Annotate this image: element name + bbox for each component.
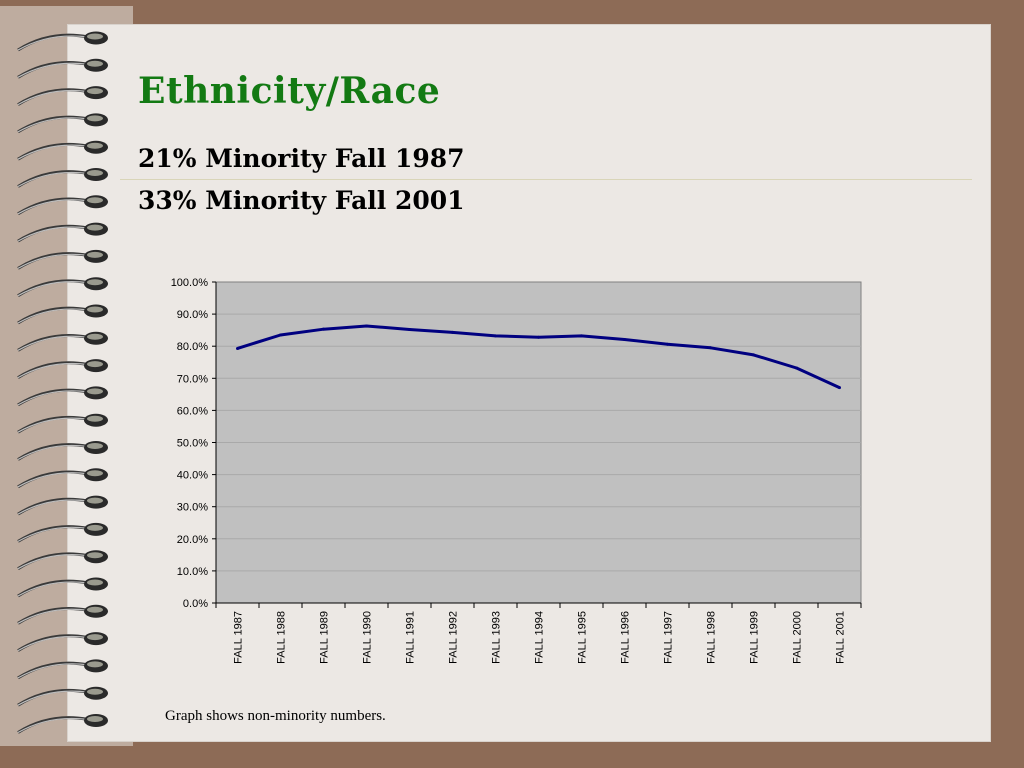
data-point: [279, 333, 282, 337]
spiral-ring: [17, 522, 108, 543]
x-tick-label: FALL 2001: [835, 611, 847, 664]
x-tick-label: FALL 1990: [362, 611, 374, 664]
spiral-ring: [17, 604, 108, 625]
spiral-ring: [17, 359, 108, 379]
x-tick-label: FALL 1996: [620, 611, 632, 664]
subtitle-line-2: 33% Minority Fall 2001: [138, 186, 465, 215]
spiral-ring: [17, 277, 108, 297]
spiral-ring: [17, 632, 108, 652]
slide-title: Ethnicity/Race: [138, 70, 441, 112]
line-chart: 0.0% 10.0% 20.0% 30.0% 40.0% 50.0% 60.0% 70.0% 8…: [171, 277, 862, 664]
spiral-ring: [17, 495, 108, 516]
spiral-ring: [17, 550, 108, 570]
y-tick-label: 30.0%: [177, 502, 208, 514]
x-tick-label: FALL 1992: [448, 611, 460, 664]
y-tick-label: 100.0%: [171, 277, 209, 289]
x-tick-label: FALL 1998: [706, 611, 718, 664]
y-tick-label: 50.0%: [177, 438, 208, 450]
data-point: [666, 342, 669, 346]
header-rule: [120, 179, 972, 180]
spiral-ring: [17, 577, 108, 598]
data-point: [838, 386, 841, 390]
spiral-ring: [17, 413, 108, 434]
spiral-ring: [17, 304, 108, 325]
spiral-ring: [17, 714, 108, 734]
data-point: [580, 334, 583, 338]
spiral-ring: [17, 58, 108, 79]
x-tick-label: FALL 2000: [792, 611, 804, 664]
spiral-ring: [17, 468, 108, 489]
spiral-binding: [17, 31, 108, 734]
x-tick-label: FALL 1989: [319, 611, 331, 664]
data-point: [623, 337, 626, 341]
chart-caption: Graph shows non-minority numbers.: [165, 708, 386, 724]
y-tick-label: 20.0%: [177, 534, 208, 546]
subtitle-line-1: 21% Minority Fall 1987: [138, 144, 465, 173]
spiral-ring: [17, 86, 108, 106]
spiral-ring: [17, 168, 108, 188]
y-tick-label: 40.0%: [177, 470, 208, 482]
data-point: [795, 366, 798, 370]
y-tick-label: 60.0%: [177, 405, 208, 417]
spiral-ring: [17, 31, 108, 52]
spiral-ring: [17, 113, 108, 134]
y-tick-label: 10.0%: [177, 566, 208, 578]
spiral-ring: [17, 386, 108, 407]
spiral-ring: [17, 441, 108, 461]
spiral-ring: [17, 249, 108, 270]
data-point: [752, 353, 755, 357]
data-point: [537, 335, 540, 339]
x-tick-label: FALL 1991: [405, 611, 417, 664]
x-tick-label: FALL 1999: [749, 611, 761, 664]
x-tick-label: FALL 1995: [577, 611, 589, 664]
spiral-ring: [17, 686, 108, 707]
data-point: [451, 330, 454, 334]
data-point: [494, 334, 497, 338]
x-tick-label: FALL 1988: [276, 611, 288, 664]
data-point: [236, 346, 239, 350]
data-point: [408, 328, 411, 332]
y-tick-label: 70.0%: [177, 373, 208, 385]
x-tick-label: FALL 1994: [534, 611, 546, 664]
spiral-ring: [17, 659, 108, 680]
spiral-ring: [17, 195, 108, 216]
y-tick-label: 0.0%: [183, 598, 208, 610]
data-point: [365, 324, 368, 328]
y-tick-label: 80.0%: [177, 341, 208, 353]
spiral-ring: [17, 222, 108, 243]
y-tick-label: 90.0%: [177, 309, 208, 321]
data-point: [322, 327, 325, 331]
x-tick-label: FALL 1987: [233, 611, 245, 664]
x-tick-label: FALL 1993: [491, 611, 503, 664]
x-tick-label: FALL 1997: [663, 611, 675, 664]
spiral-ring: [17, 331, 108, 352]
spiral-ring: [17, 140, 108, 161]
data-point: [709, 346, 712, 350]
